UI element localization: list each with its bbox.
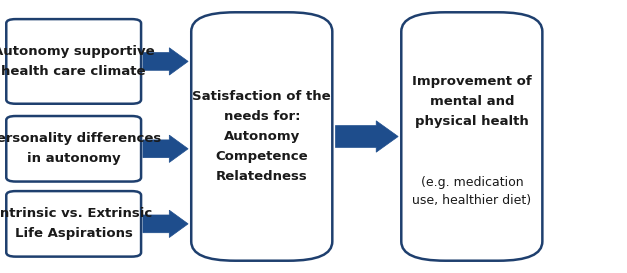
Polygon shape	[143, 48, 188, 75]
FancyBboxPatch shape	[6, 191, 141, 257]
FancyBboxPatch shape	[6, 19, 141, 104]
Text: (e.g. medication
use, healthier diet): (e.g. medication use, healthier diet)	[413, 176, 531, 207]
Text: Satisfaction of the
needs for:
Autonomy
Competence
Relatedness: Satisfaction of the needs for: Autonomy …	[192, 90, 331, 183]
FancyBboxPatch shape	[6, 116, 141, 182]
Polygon shape	[143, 210, 188, 238]
FancyBboxPatch shape	[401, 12, 542, 261]
Text: Intrinsic vs. Extrinsic
Life Aspirations: Intrinsic vs. Extrinsic Life Aspirations	[0, 207, 152, 240]
FancyBboxPatch shape	[191, 12, 332, 261]
Polygon shape	[143, 135, 188, 162]
Text: Autonomy supportive
health care climate: Autonomy supportive health care climate	[0, 45, 154, 78]
Text: Improvement of
mental and
physical health: Improvement of mental and physical healt…	[412, 75, 532, 127]
Polygon shape	[335, 121, 398, 152]
Text: Personality differences
in autonomy: Personality differences in autonomy	[0, 132, 161, 165]
